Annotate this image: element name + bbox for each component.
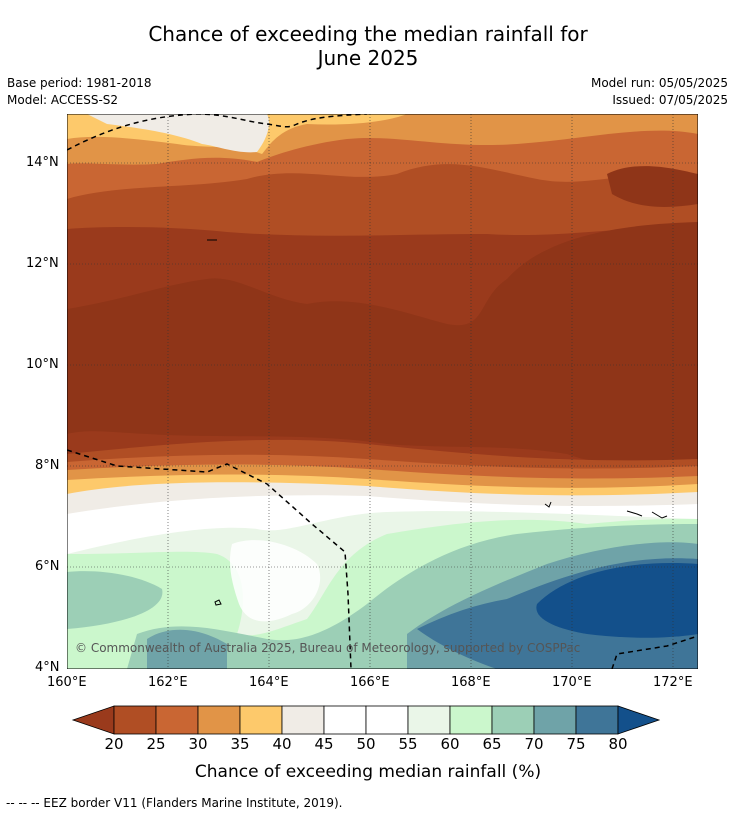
band-above-80: [536, 563, 698, 638]
colorbar-tick-label: 65: [482, 735, 502, 753]
lon-label-172e: 172°E: [653, 675, 693, 690]
lon-label-160e: 160°E: [47, 675, 87, 690]
colorbar-tick-label: 30: [188, 735, 208, 753]
band-below-20-northeast: [607, 166, 698, 207]
colorbar-tick-label: 55: [398, 735, 418, 753]
colorbar-swatch: [365, 705, 409, 735]
colorbar-tick-label: 80: [608, 735, 628, 753]
colorbar-tick-label: 70: [524, 735, 544, 753]
eez-border: [67, 114, 698, 669]
map-panel: © Commonwealth of Australia 2025, Bureau…: [67, 114, 698, 669]
map-title-line1: Chance of exceeding the median rainfall …: [148, 22, 588, 46]
colorbar-label: Chance of exceeding median rainfall (%): [194, 762, 542, 782]
graticule: [67, 114, 698, 669]
lat-label-12n: 12°N: [26, 256, 59, 271]
colorbar-tick-label: 40: [272, 735, 292, 753]
base-period-label: Base period: 1981-2018: [7, 76, 152, 90]
colorbar-swatch: [491, 705, 535, 735]
colorbar-swatch: [323, 705, 367, 735]
lon-label-166e: 166°E: [350, 675, 390, 690]
band-75-80-west: [147, 629, 227, 669]
colorbar-swatch: [407, 705, 451, 735]
band-below-20-core: [67, 222, 698, 464]
band-50-55-patch: [229, 540, 321, 622]
lat-label-14n: 14°N: [26, 155, 59, 170]
lat-label-8n: 8°N: [35, 458, 60, 473]
model-label: Model: ACCESS-S2: [7, 93, 119, 107]
colorbar-tick-label: 35: [230, 735, 250, 753]
colorbar-swatch: [281, 705, 325, 735]
colorbar-arrow-high: [617, 705, 661, 735]
lat-label-10n: 10°N: [26, 357, 59, 372]
colorbar-tick-label: 20: [104, 735, 124, 753]
colorbar-swatch: [575, 705, 619, 735]
model-run-label: Model run: 05/05/2025: [590, 76, 728, 90]
colorbar-swatch: [197, 705, 241, 735]
band-70-75-west: [67, 571, 163, 629]
colorbar-arrow-low: [71, 705, 115, 735]
issued-label: Issued: 07/05/2025: [612, 93, 728, 107]
lon-label-162e: 162°E: [148, 675, 188, 690]
colorbar-tick-label: 60: [440, 735, 460, 753]
copyright-notice: © Commonwealth of Australia 2025, Bureau…: [75, 641, 580, 655]
lat-label-6n: 6°N: [35, 559, 60, 574]
lon-label-164e: 164°E: [249, 675, 289, 690]
colorbar-swatch: [533, 705, 577, 735]
map-title-line2: June 2025: [317, 46, 419, 70]
colorbar-swatch: [155, 705, 199, 735]
island-outlines: [207, 239, 668, 606]
colorbar-tick-label: 50: [356, 735, 376, 753]
colorbar-swatch: [239, 705, 283, 735]
colorbar-swatch: [449, 705, 493, 735]
band-45-50-north: [87, 114, 269, 153]
lat-label-4n: 4°N: [35, 660, 60, 675]
colorbar-swatch: [113, 705, 157, 735]
colorbar-tick-label: 25: [146, 735, 166, 753]
lon-label-168e: 168°E: [451, 675, 491, 690]
colorbar-tick-label: 75: [566, 735, 586, 753]
colorbar-tick-label: 45: [314, 735, 334, 753]
eez-footnote: -- -- -- EEZ border V11 (Flanders Marine…: [6, 796, 343, 810]
colorbar: [71, 705, 661, 735]
lon-label-170e: 170°E: [552, 675, 592, 690]
